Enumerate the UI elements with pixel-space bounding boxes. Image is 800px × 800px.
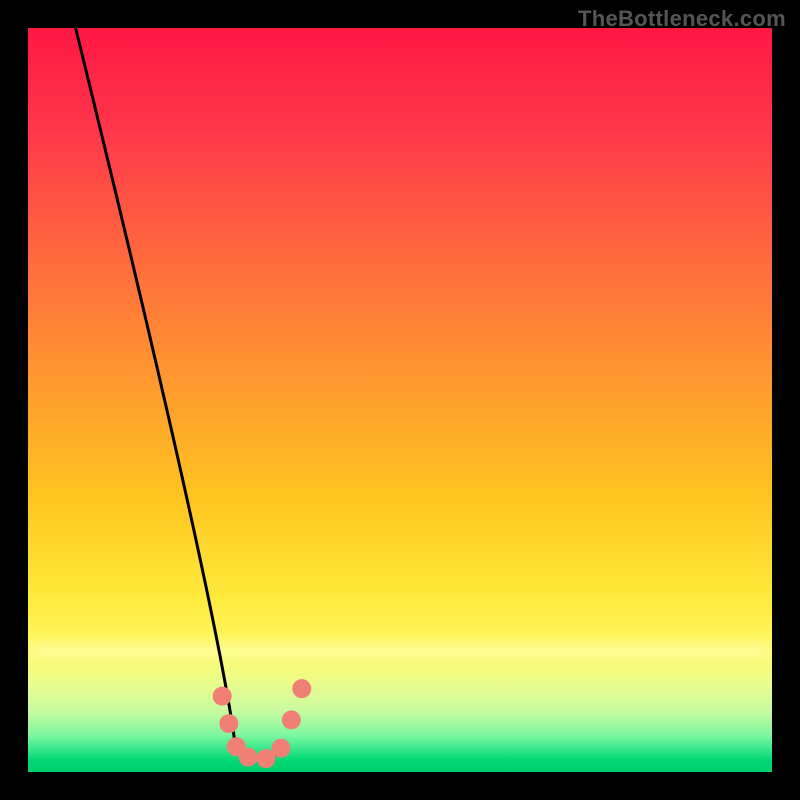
gradient-background (28, 28, 772, 772)
plot-area (28, 28, 772, 772)
glow-band (28, 644, 772, 657)
chart-stage: TheBottleneck.com (0, 0, 800, 800)
